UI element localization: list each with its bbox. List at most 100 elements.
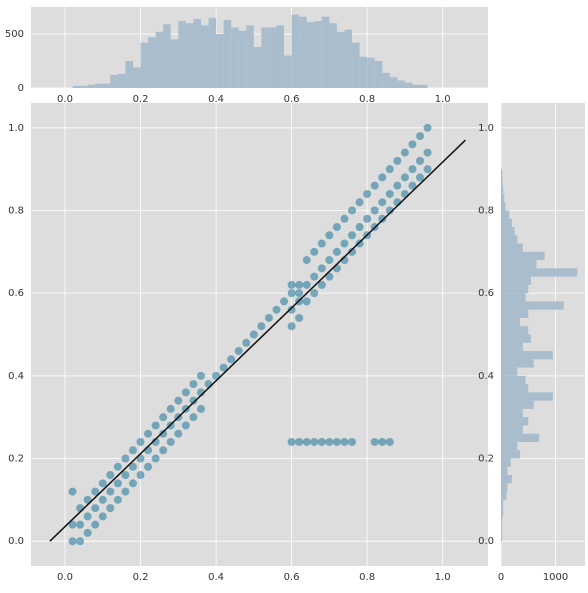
y-tick-label: 0.6 xyxy=(8,288,24,299)
bar xyxy=(501,235,518,244)
bar xyxy=(374,61,383,88)
bar xyxy=(501,367,518,376)
point xyxy=(416,132,425,141)
identity-line xyxy=(49,139,466,542)
point xyxy=(393,181,402,190)
point xyxy=(280,297,289,306)
point xyxy=(113,479,122,488)
point xyxy=(400,173,409,182)
x-tick-label: 0.4 xyxy=(208,94,224,105)
bar xyxy=(501,326,529,335)
bar xyxy=(178,21,186,88)
bar xyxy=(404,82,413,88)
point xyxy=(242,338,251,347)
point xyxy=(106,471,115,480)
x-tick-label: 1.0 xyxy=(435,94,451,105)
point xyxy=(144,429,153,438)
point xyxy=(385,437,394,446)
x-tick-label: 0.0 xyxy=(57,94,73,105)
bar xyxy=(501,202,506,211)
x-tick-label: 0.4 xyxy=(208,572,224,583)
bar xyxy=(329,23,337,89)
bar xyxy=(501,251,545,261)
point xyxy=(385,206,394,215)
point xyxy=(174,429,183,438)
bar xyxy=(501,185,504,194)
point xyxy=(310,289,319,298)
bar xyxy=(397,80,405,88)
point xyxy=(83,512,92,521)
bar xyxy=(140,42,149,88)
point xyxy=(83,528,92,537)
point xyxy=(136,471,145,480)
bar xyxy=(501,276,531,285)
point xyxy=(325,231,334,240)
x-tick-label: 1.0 xyxy=(435,572,451,583)
point xyxy=(159,413,168,422)
bar xyxy=(501,293,526,302)
bar xyxy=(72,85,81,88)
bar xyxy=(185,23,194,89)
point xyxy=(144,462,153,471)
point xyxy=(264,313,273,322)
point xyxy=(340,437,349,446)
bar xyxy=(291,14,300,89)
point xyxy=(355,239,364,248)
x-tick-label: 0.6 xyxy=(284,94,300,105)
bar xyxy=(501,351,553,360)
point xyxy=(136,437,145,446)
point xyxy=(332,264,341,273)
point xyxy=(348,206,357,215)
point xyxy=(121,471,130,480)
bar xyxy=(253,46,262,88)
point xyxy=(332,247,341,256)
x-tick-label: 0.6 xyxy=(284,572,300,583)
plot-area xyxy=(31,103,488,566)
point xyxy=(159,429,168,438)
point xyxy=(249,330,258,339)
bar xyxy=(261,27,269,88)
bar xyxy=(501,450,521,459)
point xyxy=(385,165,394,174)
bar xyxy=(163,24,171,89)
bar xyxy=(246,25,254,88)
bar xyxy=(501,433,540,442)
point xyxy=(106,504,115,513)
point xyxy=(355,198,364,207)
point xyxy=(393,156,402,165)
point xyxy=(302,280,311,289)
point xyxy=(408,140,417,149)
bar xyxy=(359,56,368,88)
bar xyxy=(501,227,515,236)
bar xyxy=(501,334,531,343)
point xyxy=(76,520,85,529)
point xyxy=(416,156,425,165)
bar xyxy=(501,425,523,434)
point xyxy=(91,520,100,529)
point xyxy=(287,322,296,331)
point xyxy=(68,537,77,546)
bar xyxy=(501,508,504,517)
bar xyxy=(314,21,322,88)
y-tick-label: 0.2 xyxy=(478,454,494,465)
point xyxy=(272,305,281,314)
x-tick-label: 0.8 xyxy=(359,94,375,105)
bar xyxy=(501,532,503,542)
point xyxy=(423,165,432,174)
bar xyxy=(412,84,421,88)
point xyxy=(423,123,432,132)
point xyxy=(317,280,326,289)
bar xyxy=(238,30,247,88)
point xyxy=(408,165,417,174)
point xyxy=(76,537,85,546)
point xyxy=(106,487,115,496)
point xyxy=(98,495,107,504)
bar xyxy=(501,218,512,228)
y-tick-label: 0.8 xyxy=(8,205,24,216)
bar xyxy=(501,284,529,294)
bar xyxy=(306,22,315,88)
point xyxy=(363,214,372,223)
point xyxy=(302,297,311,306)
bar xyxy=(501,359,534,368)
bar xyxy=(170,39,179,88)
